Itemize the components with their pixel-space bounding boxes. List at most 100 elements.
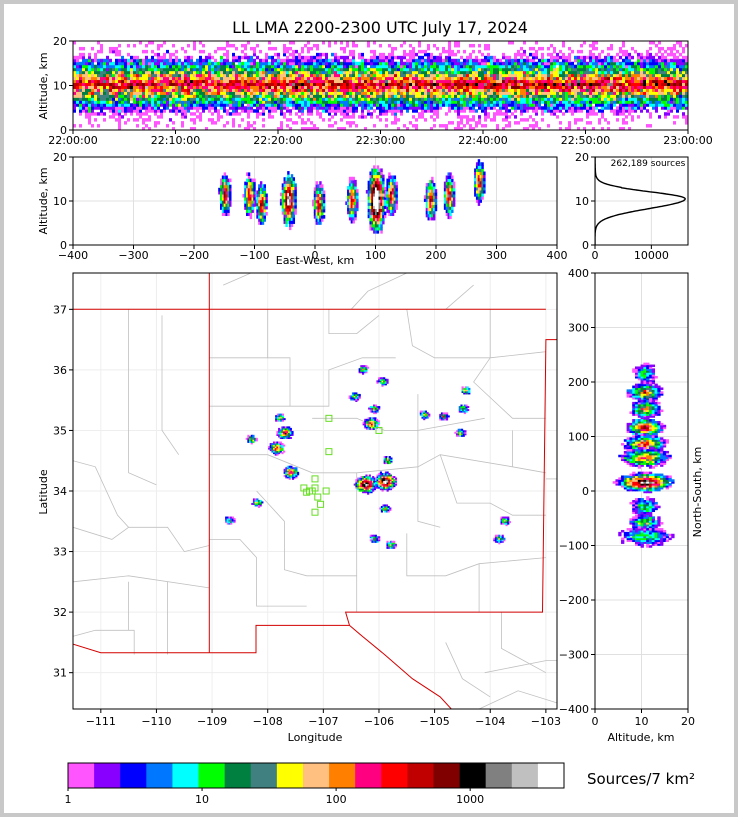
altitude-time-cell: [610, 76, 613, 81]
altitude-time-cell: [286, 79, 289, 84]
altitude-time-cell: [673, 70, 676, 75]
altitude-time-cell: [91, 67, 94, 72]
east-west-cell: [221, 206, 225, 210]
altitude-time-cell: [334, 52, 337, 57]
altitude-time-cell: [109, 79, 112, 84]
altitude-time-cell: [73, 100, 76, 104]
altitude-time-cell: [442, 67, 445, 72]
altitude-time-cell: [223, 70, 226, 75]
altitude-time-cell: [346, 100, 349, 104]
altitude-time-cell: [76, 55, 79, 60]
altitude-time-cell: [679, 100, 682, 104]
altitude-time-cell: [445, 79, 448, 84]
altitude-time-cell: [469, 91, 472, 95]
east-west-cell: [247, 190, 251, 195]
altitude-time-cell: [145, 43, 148, 48]
altitude-time-cell: [151, 82, 154, 86]
altitude-time-cell: [202, 106, 205, 110]
altitude-time-cell: [85, 58, 88, 63]
altitude-time-cell: [451, 106, 454, 110]
altitude-time-cell: [169, 67, 172, 72]
altitude-time-cell: [262, 67, 265, 72]
altitude-time-cell: [379, 64, 382, 69]
altitude-time-cell: [520, 46, 523, 51]
altitude-time-cell: [259, 106, 262, 110]
altitude-time-cell: [169, 64, 172, 69]
altitude-time-cell: [136, 67, 139, 72]
altitude-time-cell: [685, 115, 688, 119]
altitude-time-cell: [406, 85, 409, 89]
altitude-time-cell: [445, 91, 448, 95]
east-west-cell: [350, 186, 354, 190]
altitude-time-cell: [85, 82, 88, 86]
altitude-time-cell: [439, 97, 442, 101]
east-west-cell: [246, 212, 249, 217]
altitude-time-cell: [469, 67, 472, 72]
altitude-time-cell: [577, 70, 580, 75]
altitude-time-cell: [322, 79, 325, 84]
altitude-time-cell: [379, 85, 382, 89]
altitude-time-cell: [217, 73, 220, 78]
altitude-time-cell: [394, 100, 397, 104]
altitude-time-cell: [625, 103, 628, 107]
altitude-time-cell: [664, 49, 667, 54]
altitude-time-cell: [331, 124, 334, 128]
altitude-time-cell: [460, 115, 463, 119]
altitude-time-cell: [97, 79, 100, 84]
altitude-time-cell: [142, 103, 145, 107]
altitude-time-cell: [256, 112, 259, 116]
altitude-time-cell: [208, 79, 211, 84]
altitude-time-cell: [211, 85, 214, 89]
east-west-cell: [321, 199, 324, 204]
altitude-time-cell: [379, 43, 382, 48]
altitude-time-cell: [223, 58, 226, 63]
altitude-time-cell: [427, 97, 430, 101]
altitude-time-cell: [214, 94, 217, 98]
altitude-time-cell: [535, 76, 538, 81]
altitude-time-cell: [331, 94, 334, 98]
east-west-cell: [371, 196, 374, 200]
altitude-time-cell: [385, 79, 388, 84]
altitude-time-cell: [178, 67, 181, 72]
altitude-time-cell: [655, 103, 658, 107]
altitude-time-cell: [562, 100, 565, 104]
time-tick-label: 22:20:00: [253, 134, 302, 147]
altitude-time-cell: [529, 88, 532, 92]
altitude-time-cell: [388, 79, 391, 84]
altitude-time-cell: [379, 103, 382, 107]
altitude-time-cell: [127, 79, 130, 84]
altitude-time-cell: [589, 103, 592, 107]
altitude-time-cell: [505, 112, 508, 116]
east-west-cell: [261, 199, 265, 204]
altitude-time-cell: [274, 103, 277, 107]
altitude-time-cell: [211, 103, 214, 107]
altitude-time-cell: [250, 79, 253, 84]
east-west-cell: [292, 214, 296, 218]
east-west-cell: [369, 190, 372, 194]
altitude-time-cell: [622, 67, 625, 72]
east-west-cell: [350, 182, 354, 187]
altitude-time-cell: [640, 85, 643, 89]
altitude-time-cell: [454, 61, 457, 66]
east-west-cell: [253, 190, 256, 195]
altitude-time-cell: [649, 94, 652, 98]
altitude-time-cell: [388, 61, 391, 66]
altitude-time-cell: [277, 61, 280, 66]
altitude-time-cell: [229, 79, 232, 84]
altitude-time-cell: [511, 88, 514, 92]
altitude-time-cell: [430, 61, 433, 66]
altitude-time-cell: [556, 85, 559, 89]
altitude-time-cell: [367, 109, 370, 113]
altitude-time-cell: [481, 109, 484, 113]
altitude-time-cell: [514, 58, 517, 63]
altitude-time-cell: [145, 79, 148, 84]
altitude-time-cell: [517, 61, 520, 66]
altitude-time-cell: [592, 70, 595, 75]
altitude-time-cell: [301, 82, 304, 86]
altitude-time-cell: [178, 94, 181, 98]
altitude-time-cell: [253, 61, 256, 66]
altitude-time-cell: [448, 103, 451, 107]
altitude-time-cell: [517, 100, 520, 104]
altitude-time-cell: [292, 64, 295, 69]
altitude-time-cell: [268, 67, 271, 72]
